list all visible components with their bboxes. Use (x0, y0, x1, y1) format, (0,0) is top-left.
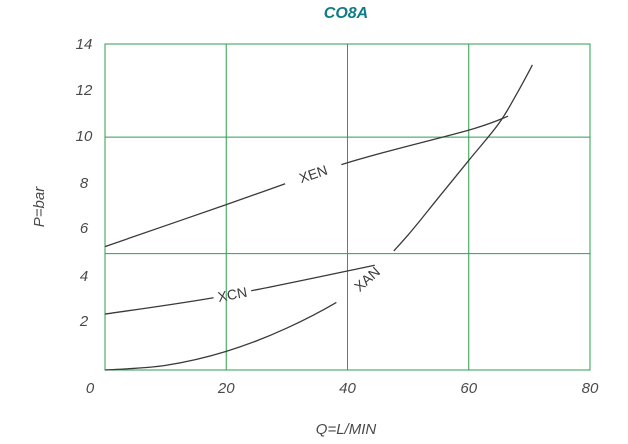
x-tick-label: 20 (217, 380, 235, 397)
y-tick-label: 14 (76, 36, 93, 53)
x-tick-label: 40 (339, 380, 356, 397)
y-tick-label: 6 (80, 220, 89, 237)
x-tick-label: 80 (582, 380, 599, 397)
series-line-xan (104, 64, 533, 371)
y-tick-label: 4 (80, 268, 88, 285)
series-line-xcn (104, 264, 375, 315)
grid (104, 43, 591, 371)
y-axis-label: P=bar (31, 186, 48, 227)
y-tick-label: 2 (79, 313, 89, 330)
y-tick-label: 12 (76, 82, 93, 99)
tick-labels: 0 20 40 60 80 2 4 6 8 10 12 14 (76, 36, 599, 397)
x-tick-label: 0 (86, 380, 95, 397)
y-tick-label: 8 (80, 175, 89, 192)
y-tick-label: 10 (76, 128, 93, 145)
chart-title: CO8A (324, 5, 368, 22)
series-line-xen (104, 115, 509, 248)
x-tick-label: 60 (460, 380, 477, 397)
series-label-xcn: XCN (216, 284, 248, 305)
series-lines (104, 64, 533, 371)
x-axis-label: Q=L/MIN (316, 421, 377, 438)
